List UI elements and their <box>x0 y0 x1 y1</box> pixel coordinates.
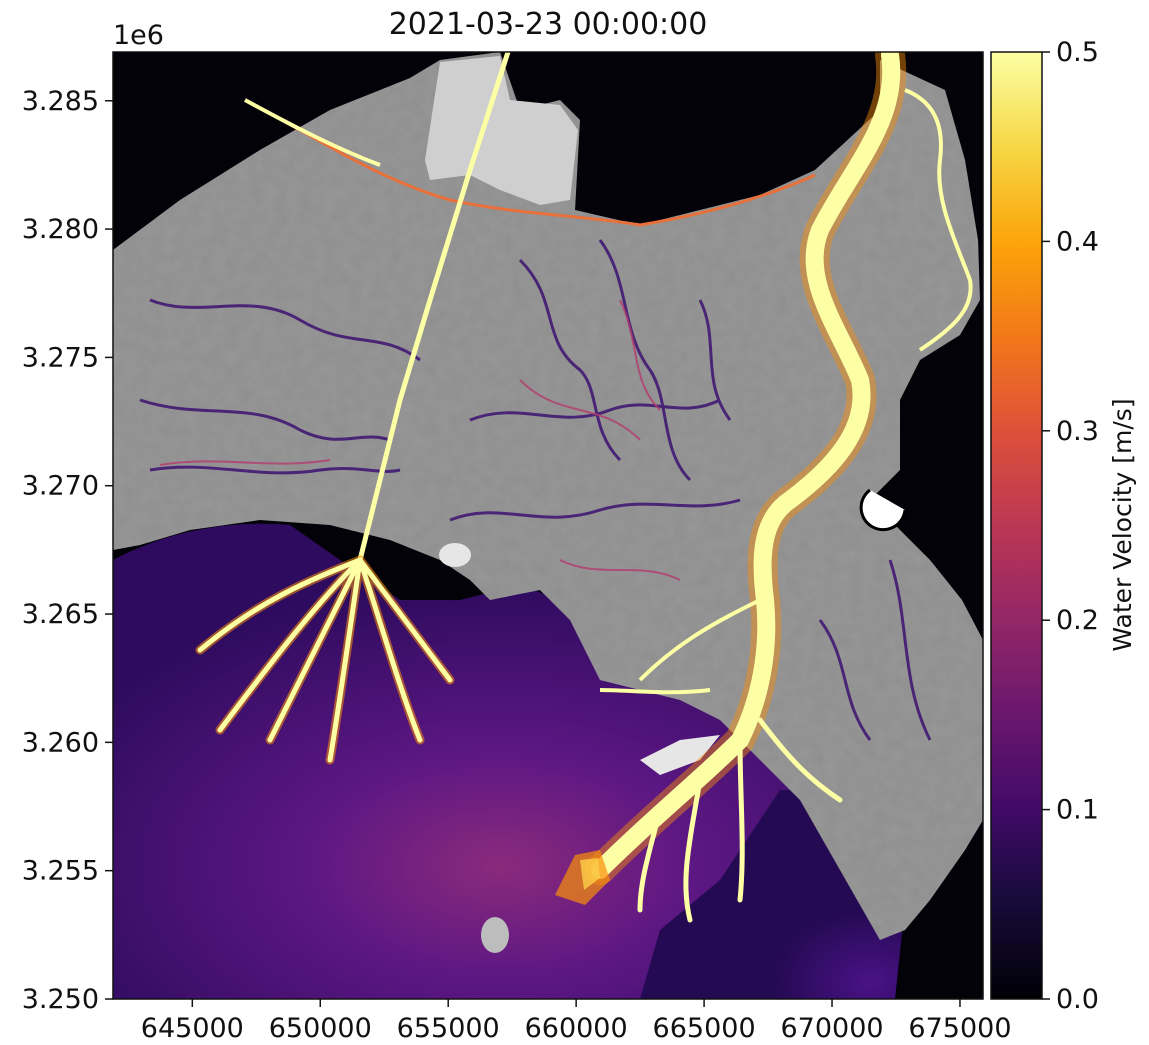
y-tick-label: 3.270 <box>22 471 99 502</box>
interior-channel-network <box>139 239 932 741</box>
colorbar-tick-label: 0.2 <box>1056 605 1099 636</box>
y-tick-label: 3.255 <box>22 856 99 887</box>
colorbar-tick-label: 0.1 <box>1056 795 1099 826</box>
colorbar-tick-label: 0.3 <box>1056 416 1099 447</box>
north-shore-flow <box>259 106 816 227</box>
x-tick-label: 645000 <box>141 1013 244 1044</box>
sand-patch-south <box>640 735 720 775</box>
colorbar-tick-label: 0.5 <box>1056 37 1099 68</box>
east-delta-branches <box>637 717 843 923</box>
y-axis: 3.250 3.255 3.260 3.265 3.270 3.275 3.280 3.285 <box>22 86 113 1015</box>
interior-channel-accents <box>159 299 681 581</box>
land-texture <box>113 52 983 940</box>
y-tick-label: 3.265 <box>22 599 99 630</box>
plot-frame <box>112 51 984 1000</box>
west-channel <box>357 52 511 561</box>
y-tick-label: 3.250 <box>22 984 99 1015</box>
east-side-channel <box>599 598 761 695</box>
y-axis-offset-label: 1e6 <box>113 20 164 51</box>
colorbar-axis: 0.0 0.1 0.2 0.3 0.4 0.5 <box>1042 37 1099 1015</box>
x-tick-label: 660000 <box>525 1013 628 1044</box>
y-tick-label: 3.275 <box>22 342 99 373</box>
x-tick-label: 655000 <box>397 1013 500 1044</box>
sandbar-east <box>859 488 907 532</box>
chart-title: 2021-03-23 00:00:00 <box>389 7 708 42</box>
plot-area <box>113 52 983 999</box>
sandbar-center <box>439 543 471 567</box>
east-mouth-plume-core <box>580 858 600 890</box>
y-tick-label: 3.285 <box>22 86 99 117</box>
colorbar <box>990 51 1043 1000</box>
sandbar-southwest <box>481 917 509 953</box>
northeast-shore-channel <box>904 88 973 352</box>
colorbar-tick-label: 0.4 <box>1056 226 1099 257</box>
y-tick-label: 3.280 <box>22 214 99 245</box>
x-tick-label: 650000 <box>269 1013 372 1044</box>
x-tick-label: 665000 <box>653 1013 756 1044</box>
colorbar-tick-label: 0.0 <box>1056 984 1099 1015</box>
colorbar-label: Water Velocity [m/s] <box>1108 398 1137 651</box>
y-tick-label: 3.260 <box>22 727 99 758</box>
x-tick-label: 670000 <box>780 1013 883 1044</box>
sand-patch-north <box>425 56 578 205</box>
west-channel-branch <box>244 98 381 167</box>
x-axis: 645000 650000 655000 660000 665000 670000 6750… <box>141 999 1012 1044</box>
west-delta-fan <box>195 555 455 765</box>
x-tick-label: 675000 <box>908 1013 1011 1044</box>
